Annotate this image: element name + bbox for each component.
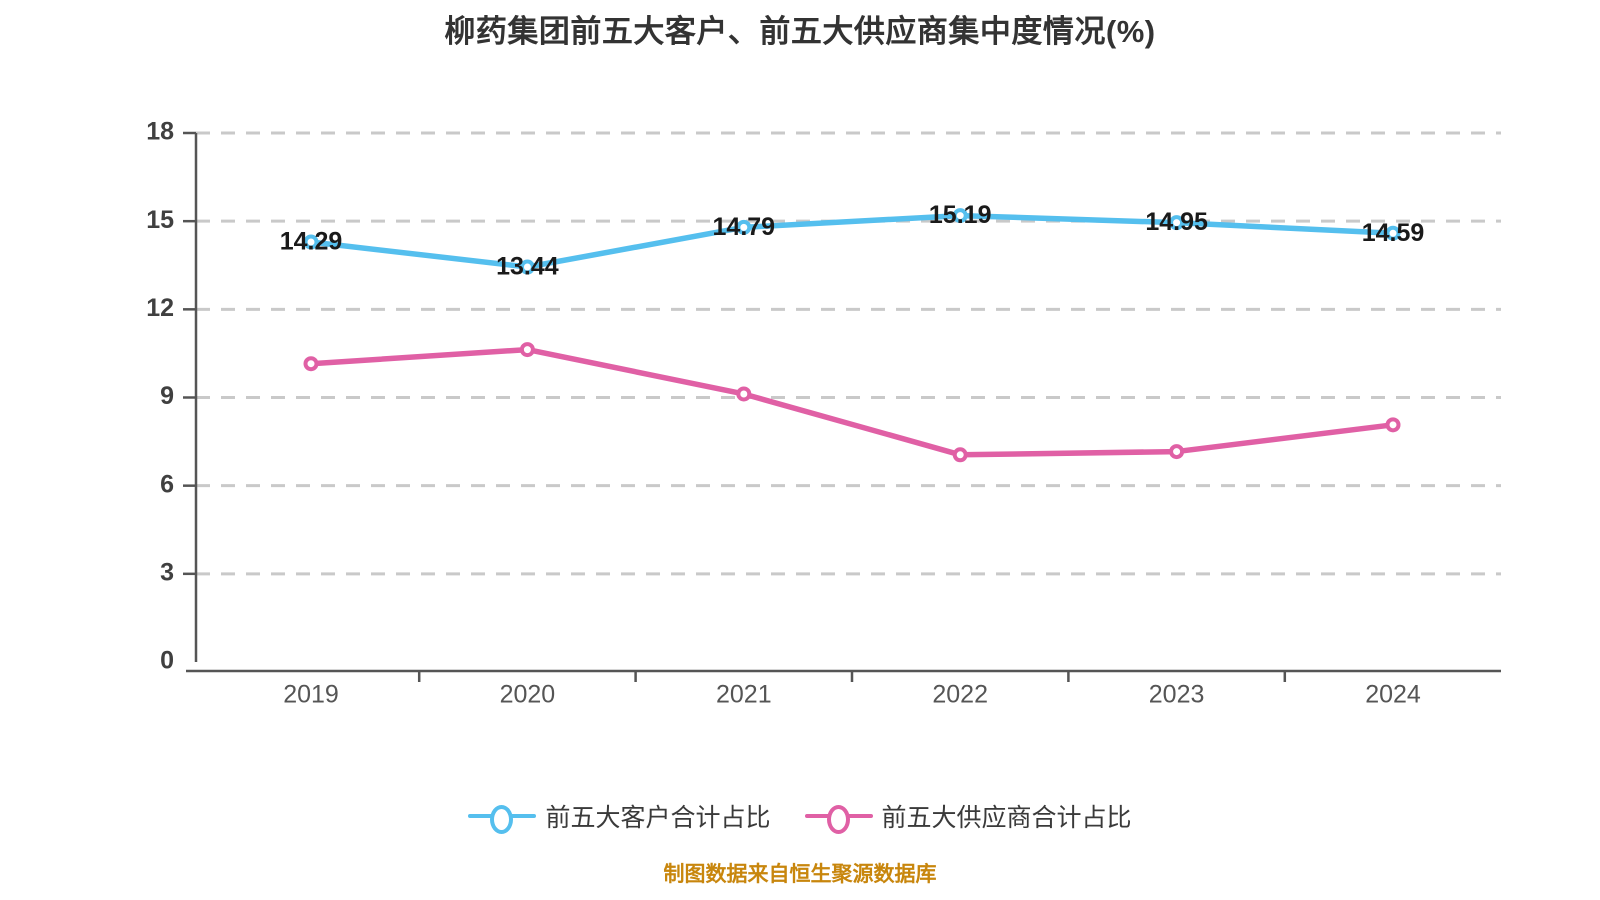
x-tick-label: 2022 (932, 681, 988, 709)
y-tick-label: 0 (160, 647, 174, 675)
chart-title: 柳药集团前五大客户、前五大供应商集中度情况(%) (444, 14, 1156, 49)
gridlines (196, 131, 1501, 576)
legend-label: 前五大客户合计占比 (545, 804, 771, 832)
data-point-marker (952, 447, 968, 463)
data-point-label: 15.19 (929, 201, 992, 229)
y-tick-label: 15 (146, 206, 174, 234)
data-point-label: 14.59 (1362, 219, 1425, 247)
legend-item-2[interactable]: 前五大供应商合计占比 (804, 798, 1132, 834)
x-tick-label: 2021 (716, 681, 772, 709)
series-line-2 (308, 346, 1396, 458)
data-point-label: 14.29 (280, 228, 343, 256)
data-point-labels: 14.29 13.44 14.79 15.19 14.95 14.59 (280, 201, 1425, 280)
x-tick-label: 2020 (500, 681, 556, 709)
legend-dot (490, 805, 514, 834)
legend-marker-icon (468, 803, 537, 834)
data-point-marker (519, 259, 535, 275)
x-axis-tick-labels: 2019 2020 2021 2022 2023 2024 (283, 671, 1421, 709)
source-note: 制图数据来自恒生聚源数据库 (663, 863, 937, 886)
series-line-1 (308, 212, 1396, 270)
y-tick-label: 9 (160, 382, 174, 410)
legend-item-1[interactable]: 前五大客户合计占比 (468, 798, 771, 834)
data-point-label: 14.95 (1145, 208, 1208, 236)
data-point-marker (952, 208, 968, 224)
chart-legend: 前五大客户合计占比 前五大供应商合计占比 (0, 798, 1600, 834)
axes (183, 131, 1501, 673)
x-tick-label: 2023 (1149, 681, 1205, 709)
y-axis-tick-labels: 0 3 6 9 12 15 18 (146, 118, 174, 675)
data-point-label: 13.44 (496, 253, 559, 281)
legend-dot (826, 805, 850, 834)
legend-label: 前五大供应商合计占比 (881, 804, 1132, 832)
data-point-label: 14.79 (713, 213, 776, 241)
legend-marker-icon (804, 803, 873, 834)
data-point-markers (303, 208, 1401, 463)
data-point-marker (736, 386, 752, 402)
data-point-marker (519, 342, 535, 358)
y-tick-label: 3 (160, 558, 174, 586)
x-tick-label: 2024 (1365, 681, 1421, 709)
data-point-marker (736, 219, 752, 235)
data-point-marker (303, 356, 319, 372)
data-point-marker (1385, 417, 1401, 433)
data-point-marker (1169, 215, 1185, 231)
y-tick-label: 12 (146, 294, 174, 322)
x-tick-label: 2019 (283, 681, 339, 709)
y-tick-label: 6 (160, 470, 174, 498)
data-point-marker (1169, 444, 1185, 460)
data-point-marker (303, 234, 319, 250)
data-series (308, 212, 1396, 458)
data-point-marker (1385, 225, 1401, 241)
plot-area: 0 3 6 9 12 15 18 2019 2020 2021 2022 2023 2024 14.2… (146, 118, 1501, 709)
y-tick-label: 18 (146, 118, 174, 146)
